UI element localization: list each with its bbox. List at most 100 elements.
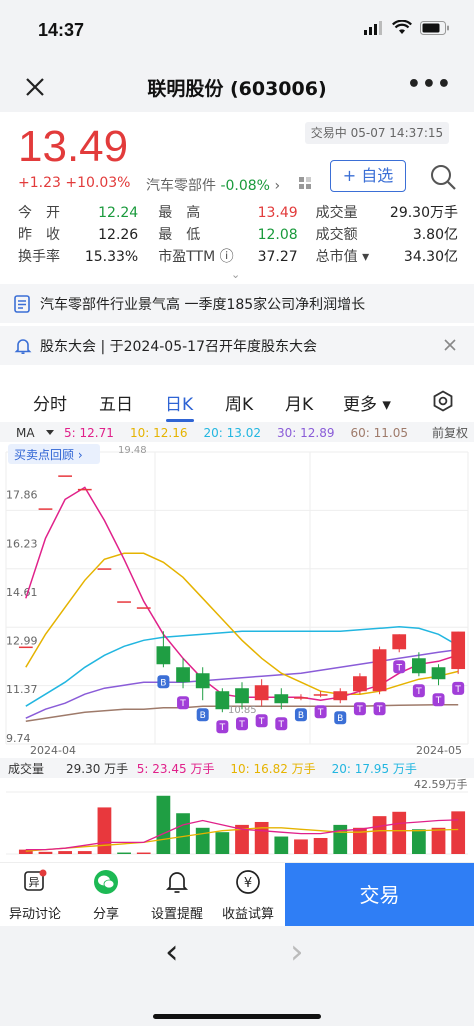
candle-body [392,634,407,650]
close-icon[interactable] [442,337,458,353]
t-signal-badge [275,717,288,731]
stats-row: 今 开 12.24 最 高 13.49 成交量 29.30万手 [18,202,458,224]
tab-monthly-k[interactable]: 月K [285,395,314,415]
expand-chevron-icon[interactable]: ⌄ [231,268,241,281]
stat-value: 15.33% [84,249,139,265]
tab-weekly-k[interactable]: 周K [225,395,254,415]
stat-label: 昨 收 [18,227,60,243]
kline-chart[interactable]: MA 5: 12.71 10: 12.16 20: 13.02 30: 12.89 60:… [0,422,474,862]
volume-bar [353,827,367,854]
stat-label: 总市值 ▾ [315,249,370,265]
t-signal-badge [412,684,425,698]
more-menu-button[interactable]: ••• [406,72,452,97]
news-banner[interactable]: 汽车零部件行业景气高 一季度185家公司净利润增长 [0,284,474,324]
trade-time: 交易中 05-07 14:37:15 [305,122,449,144]
home-indicator [153,1014,321,1019]
volume-bar [215,832,230,854]
buy-signal-badge [334,711,347,725]
high-marker: 19.48 [118,445,147,456]
nav-bar: 联明股份 (603006) ••• [0,62,474,112]
y-tick-label: 17.86 [6,489,38,502]
current-price: 13.49 [18,122,129,171]
x-label: 2024-05 [416,744,462,757]
ma-dropdown-icon [46,430,54,435]
stat-market-cap[interactable]: 总市值 ▾ 34.30亿 [316,246,458,268]
t-signal-badge [353,702,366,716]
volume-bar [136,852,151,854]
volume-bar [274,836,289,854]
share-button[interactable]: 分享 [71,869,141,922]
ma20-line [25,626,459,707]
ma-label: MA [16,426,35,440]
tab-more[interactable]: 更多 ▾ [343,395,391,415]
candle-body [451,631,466,670]
t-signal-letter: T [219,723,226,733]
grid-icon[interactable] [298,176,314,192]
buy-signal-letter: B [200,711,206,721]
back-arrow-icon[interactable]: ‹ [165,932,179,972]
stat-label: 成交额 [315,227,358,243]
stat-pe[interactable]: 市盈TTM ⓘ 37.27 [158,246,297,268]
sector-link[interactable]: 汽车零部件 -0.08% › [146,175,280,195]
stat-value: 37.27 [257,249,298,265]
stat-label: 今 开 [18,205,60,221]
search-icon[interactable] [428,162,458,192]
add-watchlist-button[interactable]: + 自选 [330,160,406,192]
low-marker: 10.85 [228,705,257,716]
y-tick-label: 14.61 [6,586,38,599]
candle-body [431,667,446,680]
stat-high: 最 高 13.49 [158,202,297,224]
candle-body [156,646,171,665]
battery-icon [420,20,449,35]
buy-signal-badge [157,675,170,689]
t-signal-letter: T [258,717,265,727]
bell-icon [14,339,32,354]
discussion-button[interactable]: 异 异动讨论 [0,869,70,922]
ma-value-20: 20: 13.02 [204,426,261,440]
candle-body [18,646,33,649]
status-icons [364,20,450,35]
stat-low: 最 低 12.08 [158,224,297,246]
volume-bar [38,851,53,854]
profit-calc-button[interactable]: ¥ 收益试算 [213,869,283,922]
set-alert-button[interactable]: 设置提醒 [142,869,212,922]
t-signal-letter: T [278,720,285,730]
chart-tabs: 分时 五日 日K 周K 月K 更多 ▾ [0,378,474,422]
volume-max-label: 42.59万手 [414,777,468,791]
announcement-text: 股东大会 | 于2024-05-17召开年度股东大会 [40,339,317,355]
trade-button[interactable]: 交易 [285,863,474,927]
volume-bar [58,851,73,854]
volume-bar [77,851,92,854]
volume-value: 20: 17.95 万手 [332,762,417,776]
y-tick-label: 11.37 [6,683,38,696]
close-icon[interactable] [20,72,50,102]
forward-arrow-icon[interactable]: › [290,932,304,972]
wifi-icon [392,20,412,34]
volume-bar [97,807,112,854]
volume-bar [313,837,328,854]
ma-value-10: 10: 12.16 [130,426,187,440]
settings-gear-icon[interactable] [432,390,454,412]
volume-bar [294,839,308,854]
tab-intraday[interactable]: 分时 [33,395,67,415]
document-icon [14,295,30,313]
t-signal-badge [177,696,190,710]
t-signal-letter: T [376,705,383,715]
volume-bar [392,811,407,854]
announcement-banner[interactable]: 股东大会 | 于2024-05-17召开年度股东大会 [0,326,474,366]
tab-five-day[interactable]: 五日 [99,395,133,415]
candle-body [77,488,92,491]
t-signal-letter: T [395,663,402,673]
stat-label: 成交量 [315,205,358,221]
volume-bar [254,821,269,854]
volume-bar [235,824,249,854]
tab-daily-k[interactable]: 日K [165,395,194,415]
wechat-icon [94,870,118,894]
t-signal-letter: T [454,685,461,695]
status-bar: 14:37 [0,0,474,62]
candle-body [38,508,53,510]
candle-body [254,685,269,701]
candle-body [176,667,190,683]
stat-value: 12.26 [98,227,139,243]
volume-value: 29.30 万手 [66,762,128,776]
